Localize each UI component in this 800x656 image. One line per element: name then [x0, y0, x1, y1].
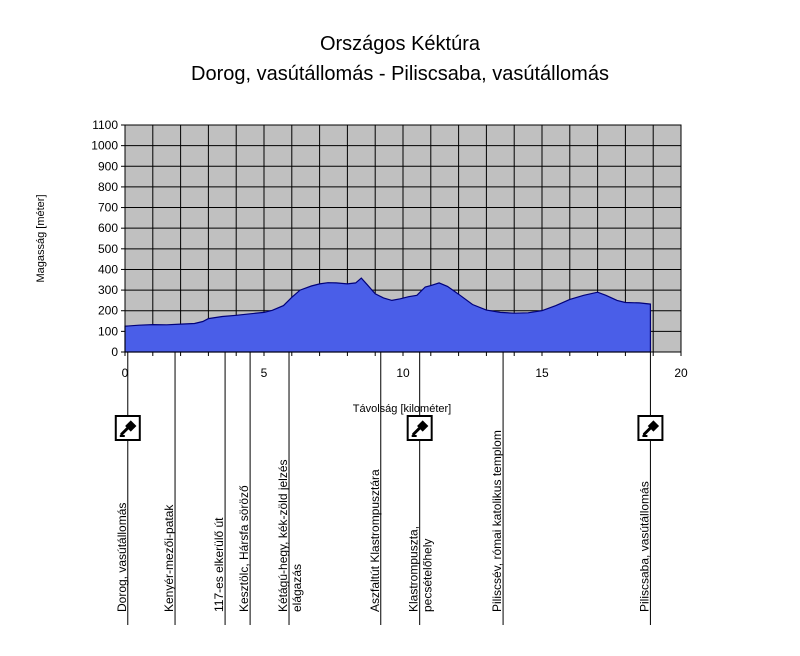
stamp-icon	[637, 415, 664, 441]
marker-label: 117-es elkerülő út	[212, 517, 226, 612]
x-tick-label: 10	[396, 366, 410, 380]
x-tick-label: 0	[122, 366, 129, 380]
marker-label: pecsételőhely	[421, 539, 435, 612]
marker-label: Aszfaltút Klastrompusztára	[368, 469, 382, 612]
y-tick-label: 300	[98, 283, 118, 297]
axes: 0 100 200 300 400 500 600 700 800 900 1000 1100 0 5 10…	[91, 118, 688, 380]
x-tick-label: 15	[535, 366, 549, 380]
elevation-area	[124, 277, 652, 353]
y-tick-label: 500	[98, 242, 118, 256]
waypoint-markers: Dorog, vasútállomás Kenyér-mezői-patak 117…	[114, 352, 664, 625]
y-tick-label: 100	[98, 324, 118, 338]
marker-label: Piliscsév, római katolikus templom	[490, 430, 504, 612]
marker-label: Kesztölc, Hársfa söröző	[237, 485, 251, 612]
marker-label: Klastrompuszta,	[407, 526, 421, 612]
marker-label: elágazás	[290, 564, 304, 612]
chart-title: Országos Kéktúra	[319, 33, 481, 55]
y-tick-label: 800	[98, 180, 118, 194]
marker-label: Kétágú-hegy, kék-zöld jelzés	[276, 459, 290, 612]
x-tick-label: 20	[674, 366, 688, 380]
y-tick-label: 1000	[91, 139, 118, 153]
marker-label: Dorog, vasútállomás	[115, 503, 129, 612]
y-tick-label: 0	[111, 345, 118, 359]
y-axis-label: Magasság [méter]	[35, 194, 47, 282]
y-tick-label: 400	[98, 262, 118, 276]
y-tick-label: 700	[98, 201, 118, 215]
stamp-icon	[114, 415, 141, 441]
y-tick-label: 600	[98, 221, 118, 235]
x-axis-label: Távolság [kilométer]	[353, 403, 451, 415]
y-tick-label: 1100	[92, 118, 118, 132]
y-tick-label: 200	[98, 304, 118, 318]
y-tick-label: 900	[98, 159, 118, 173]
stamp-icon	[406, 415, 433, 441]
chart-subtitle: Dorog, vasútállomás - Piliscsaba, vasútá…	[191, 63, 609, 85]
marker-label: Kenyér-mezői-patak	[162, 504, 176, 612]
marker-label: Piliscsaba, vasútállomás	[637, 481, 651, 612]
x-tick-label: 5	[261, 366, 268, 380]
